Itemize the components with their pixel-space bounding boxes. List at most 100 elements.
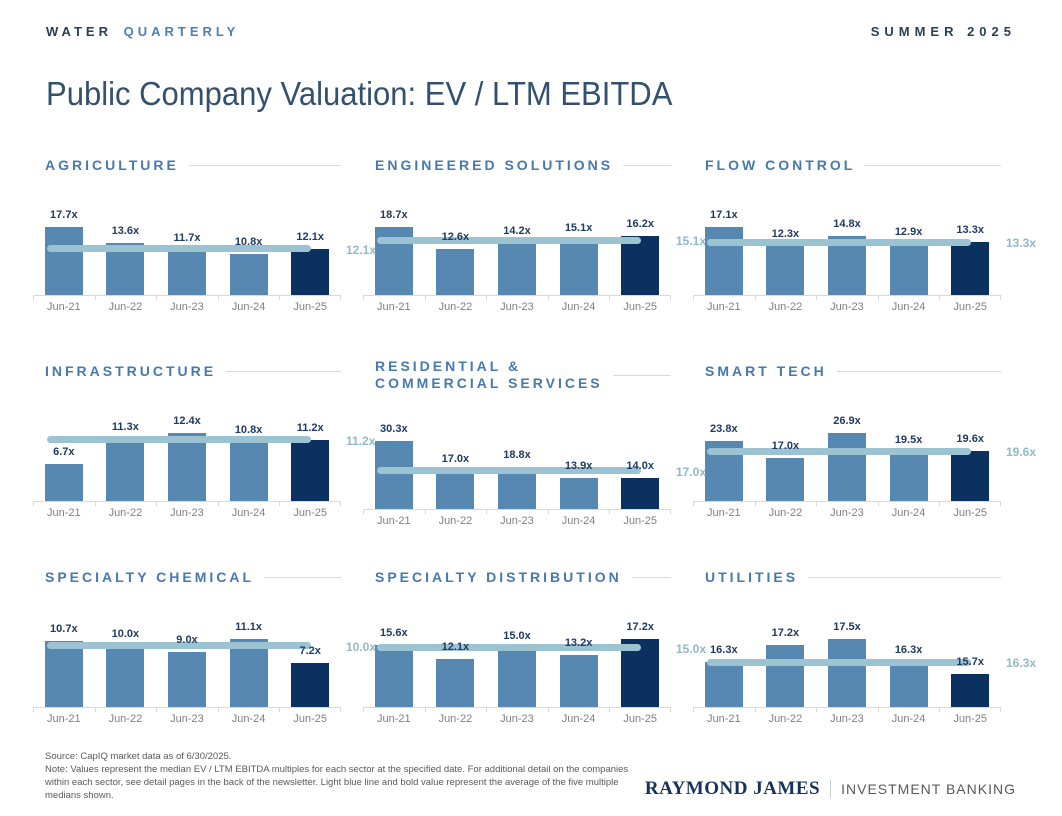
category-label: Jun-22 [108, 507, 143, 519]
chart-header: SMART TECH [693, 358, 1001, 384]
average-label: 19.6x [1006, 445, 1037, 460]
axis-tick [424, 295, 426, 300]
bar-slot: 17.0x [425, 392, 487, 509]
bar-slots: 30.3x 17.0x 18.8x 13.9x 14.0x [363, 392, 671, 514]
bar-slot: 17.0x [755, 384, 817, 501]
logo-divider [830, 780, 832, 798]
bar-value-label: 10.0x [111, 628, 140, 640]
bar-slot: 9.0x [156, 590, 218, 707]
brand-quarterly: QUARTERLY [123, 24, 240, 39]
sector-chart: UTILITIES 16.3x 17.2x 17.5x 16.3x 15.7x 16.3… [693, 564, 1036, 730]
bar-value-label: 15.1x [564, 222, 593, 234]
bar-value-label: 14.0x [626, 460, 654, 472]
category-label: Jun-25 [623, 515, 657, 527]
bar-value-label: 17.0x [441, 453, 470, 465]
category-label: Jun-23 [170, 301, 204, 313]
axis-tick [340, 707, 341, 712]
bar-slot: 17.1x [693, 178, 755, 295]
average-line [707, 238, 971, 246]
axis-tick [1000, 707, 1001, 712]
bar-value-label: 15.6x [380, 627, 408, 639]
bar [106, 646, 145, 707]
bar-slot: 13.3x [939, 178, 1001, 295]
category-label: Jun-23 [830, 507, 864, 519]
axis-tick [877, 501, 879, 506]
bar-slot: 30.3x [363, 392, 425, 509]
bar-slot: 11.2x [279, 384, 341, 501]
category-label: Jun-23 [170, 713, 204, 725]
category-labels: Jun-21 Jun-22 Jun-23 Jun-24 Jun-25 [363, 510, 671, 532]
bar-slot: 15.6x [363, 590, 425, 707]
axis-tick [816, 707, 818, 712]
bar [436, 659, 475, 707]
chart-header: SPECIALTY CHEMICAL [33, 564, 341, 590]
category-label: Jun-25 [293, 507, 327, 519]
bar-slot: 12.6x [425, 178, 487, 295]
average-line [377, 644, 641, 652]
bar-value-label: 26.9x [833, 415, 861, 427]
bar-value-label: 13.3x [956, 224, 984, 236]
average-line [707, 658, 971, 666]
bar-value-label: 11.3x [111, 421, 139, 433]
sector-chart: SMART TECH 23.8x 17.0x 26.9x 19.5x 19.6x 19.… [693, 358, 1036, 524]
bar-slots: 6.7x 11.3x 12.4x 10.8x 11.2x [33, 384, 341, 506]
bar-value-label: 14.2x [503, 225, 531, 237]
bar-value-label: 23.8x [710, 423, 738, 435]
bar-value-label: 11.7x [173, 232, 201, 244]
bar-current-period [951, 451, 990, 501]
average-line [47, 436, 311, 444]
average-label: 10.0x [346, 639, 377, 654]
average-label: 11.2x [346, 433, 376, 448]
axis-tick [609, 509, 611, 514]
average-line [47, 642, 311, 650]
chart-header: SPECIALTY DISTRIBUTION [363, 564, 671, 590]
season-label: SUMMER 2025 [870, 24, 1016, 39]
average-label: 15.0x [676, 641, 707, 656]
firm-logo: RAYMOND JAMES INVESTMENT BANKING [645, 778, 1016, 802]
category-label: Jun-21 [376, 301, 411, 313]
chart-plot: 6.7x 11.3x 12.4x 10.8x 11.2x 11.2x [33, 384, 375, 506]
bar-slot: 16.2x [609, 178, 671, 295]
axis-tick [486, 295, 488, 300]
bar-slot: 12.3x [755, 178, 817, 295]
chart-plot: 23.8x 17.0x 26.9x 19.5x 19.6x 19.6x [693, 384, 1036, 506]
bar-current-period [951, 242, 990, 295]
average-label: 16.3x [1006, 656, 1037, 671]
bar-slot: 6.7x [33, 384, 95, 501]
axis-tick [547, 295, 549, 300]
bar-value-label: 16.2x [626, 218, 654, 230]
bar-slot: 11.3x [95, 384, 157, 501]
chart-plot: 18.7x 12.6x 14.2x 15.1x 16.2x 15.1x [363, 178, 706, 300]
category-labels: Jun-21 Jun-22 Jun-23 Jun-24 Jun-25 [363, 296, 671, 318]
bar-value-label: 12.1x [441, 641, 470, 653]
bar [44, 227, 83, 295]
sector-chart: FLOW CONTROL 17.1x 12.3x 14.8x 12.9x 13.3x 1… [693, 152, 1036, 318]
bar-value-label: 19.6x [956, 433, 984, 445]
bar-slot: 12.1x [425, 590, 487, 707]
title-rule [188, 164, 341, 166]
axis-tick [156, 501, 158, 506]
chart-title: SPECIALTY CHEMICAL [45, 569, 254, 586]
axis-tick [693, 295, 694, 300]
bar-value-label: 12.3x [771, 228, 800, 240]
axis-tick [279, 501, 281, 506]
bar [374, 645, 413, 707]
category-label: Jun-24 [561, 301, 596, 313]
category-label: Jun-22 [438, 301, 473, 313]
bar [889, 662, 928, 707]
chart-title-line: ENGINEERED SOLUTIONS [375, 156, 614, 173]
axis-tick [217, 707, 219, 712]
axis-tick [547, 707, 549, 712]
bar-value-label: 10.8x [234, 424, 263, 436]
axis-tick [486, 707, 488, 712]
bar [704, 227, 743, 295]
chart-title-line: INFRASTRUCTURE [45, 362, 217, 379]
axis-tick [94, 295, 96, 300]
bar [766, 645, 805, 707]
category-label: Jun-22 [438, 515, 473, 527]
chart-title-line: UTILITIES [705, 568, 799, 585]
bar-slot: 23.8x [693, 384, 755, 501]
axis-tick [609, 707, 611, 712]
average-label: 15.1x [676, 234, 707, 249]
